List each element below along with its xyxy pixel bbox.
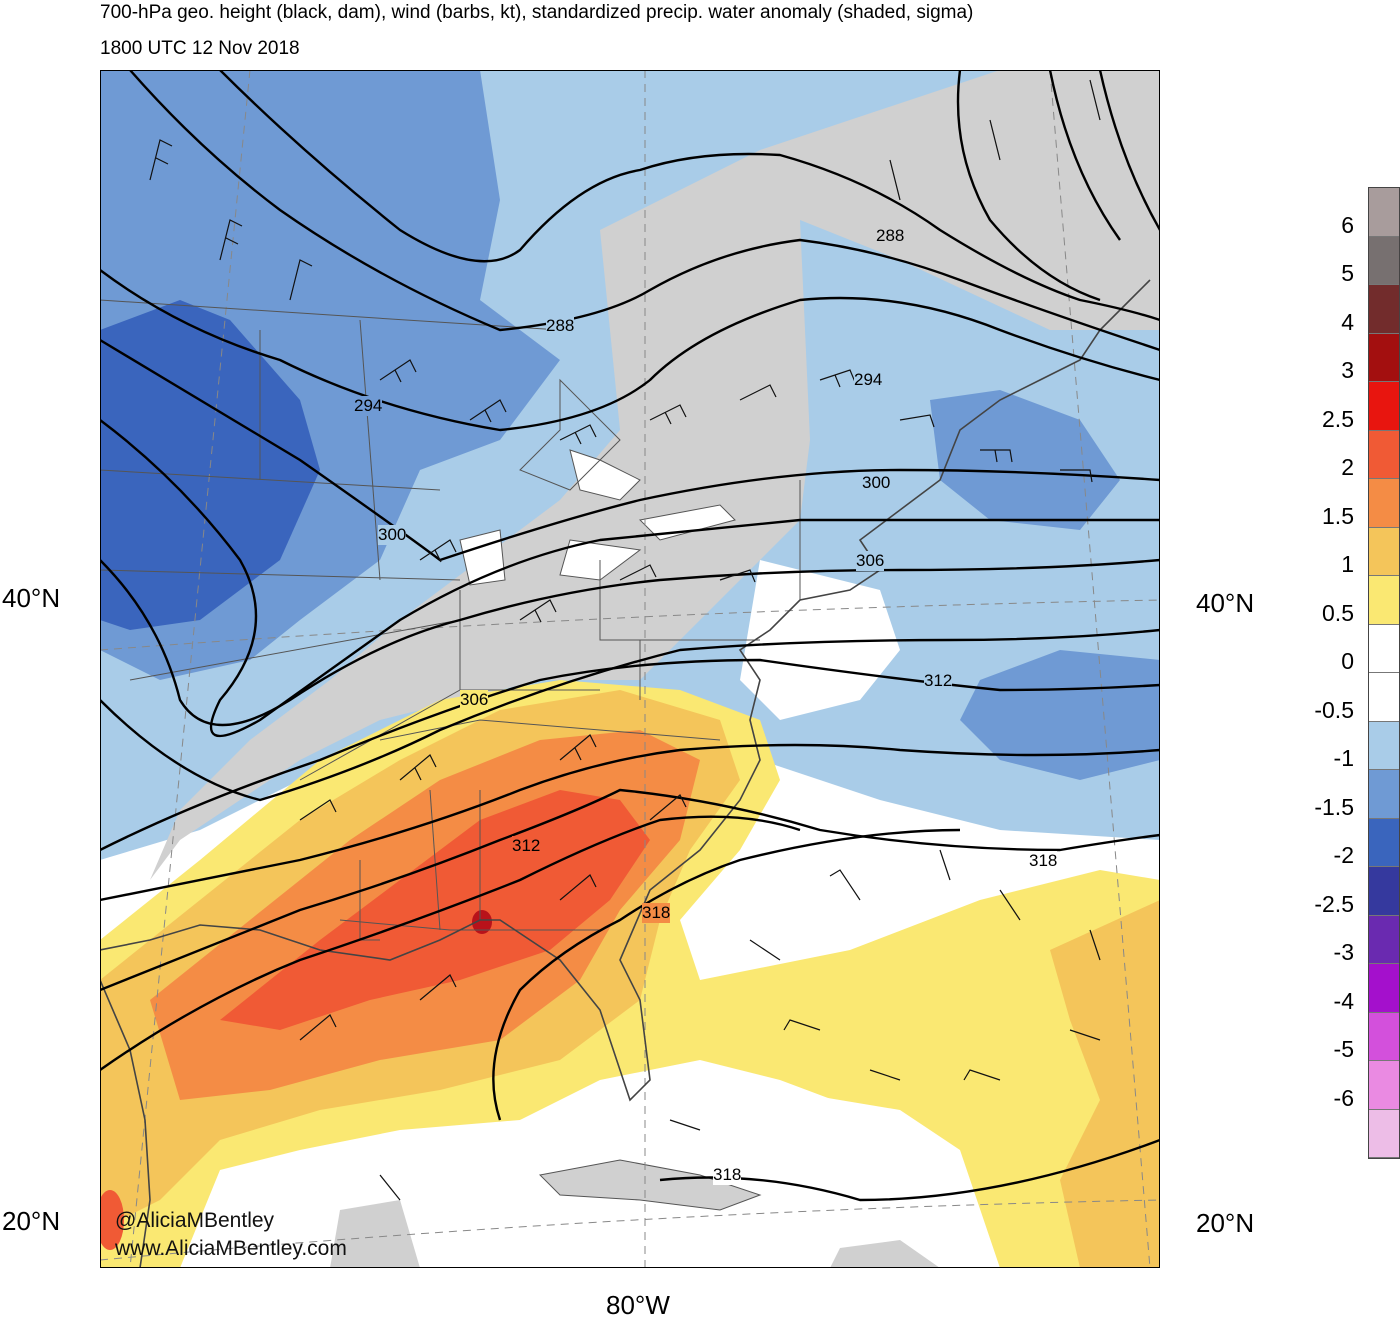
lat-label-40n-left: 40°N (2, 583, 61, 613)
colorbar-swatch (1369, 576, 1399, 625)
map-frame (100, 70, 1160, 1268)
contour-label: 300 (378, 525, 407, 545)
colorbar-label: 6 (1341, 211, 1354, 238)
lon-label-80w: 80°W (606, 1290, 670, 1320)
colorbar-label: 0.5 (1322, 599, 1354, 626)
colorbar-swatch (1369, 236, 1399, 285)
colorbar-label: -1.5 (1314, 793, 1354, 820)
colorbar-label: -3 (1333, 939, 1354, 965)
valid-time: 1800 UTC 12 Nov 2018 (100, 38, 300, 59)
colorbar (1368, 187, 1400, 1159)
colorbar-swatch (1369, 188, 1399, 237)
lat-label-20n-right: 20°N (1196, 1208, 1255, 1238)
contour-label: 318 (713, 1165, 742, 1185)
coastline (100, 279, 1151, 1268)
colorbar-label: -1 (1333, 745, 1354, 771)
colorbar-label: 2 (1341, 454, 1354, 480)
contour-label: 318 (642, 903, 671, 923)
colorbar-label: -6 (1333, 1084, 1354, 1111)
contour-label: 312 (512, 836, 541, 856)
colorbar-label: 3 (1341, 357, 1354, 383)
colorbar-swatch (1369, 964, 1399, 1013)
chart-title: 700-hPa geo. height (black, dam), wind (… (100, 2, 974, 23)
wind-barbs (149, 79, 1101, 1201)
colorbar-swatch (1369, 1109, 1399, 1158)
colorbar-label: 2.5 (1322, 405, 1354, 432)
colorbar-swatch (1369, 382, 1399, 431)
colorbar-swatch (1369, 867, 1399, 916)
colorbar-label: 4 (1341, 308, 1354, 335)
contour-label: 294 (354, 396, 383, 416)
contour-label: 312 (924, 671, 953, 691)
colorbar-swatch (1369, 915, 1399, 964)
colorbar-label: 5 (1341, 260, 1354, 286)
colorbar-swatch (1369, 285, 1399, 334)
colorbar-swatch (1369, 479, 1399, 528)
colorbar-swatch (1369, 430, 1399, 479)
graticule (100, 70, 1160, 1268)
anomaly-shading (100, 70, 1160, 1268)
colorbar-label: 0 (1341, 648, 1354, 674)
contour-label: 294 (854, 370, 883, 390)
colorbar-label: 1 (1341, 551, 1354, 577)
contour-label: 288 (876, 226, 905, 246)
height-contours (100, 70, 1160, 1202)
colorbar-swatch (1369, 721, 1399, 770)
contour-label: 306 (856, 551, 885, 571)
colorbar-swatch (1369, 1061, 1399, 1110)
colorbar-swatch (1369, 770, 1399, 819)
lat-label-20n-left: 20°N (2, 1206, 61, 1236)
credit-url: www.AliciaMBentley.com (115, 1237, 347, 1260)
state-borders (100, 299, 801, 941)
colorbar-swatch (1369, 527, 1399, 576)
colorbar-swatch (1369, 624, 1399, 673)
contour-label: 306 (460, 690, 489, 710)
colorbar-swatch (1369, 333, 1399, 382)
colorbar-label: -0.5 (1314, 696, 1354, 723)
lat-label-40n-right: 40°N (1196, 588, 1255, 618)
contour-label: 300 (862, 473, 891, 493)
colorbar-label: -2 (1333, 842, 1354, 868)
credit-handle: @AliciaMBentley (115, 1209, 275, 1232)
colorbar-swatch (1369, 1012, 1399, 1061)
contour-label: 288 (546, 316, 575, 336)
colorbar-label: -4 (1333, 987, 1354, 1014)
colorbar-label: -2.5 (1314, 890, 1354, 917)
colorbar-swatch (1369, 673, 1399, 722)
contour-label: 318 (1029, 851, 1058, 871)
colorbar-label: 1.5 (1322, 502, 1354, 529)
colorbar-label: -5 (1333, 1036, 1354, 1062)
colorbar-swatch (1369, 818, 1399, 867)
